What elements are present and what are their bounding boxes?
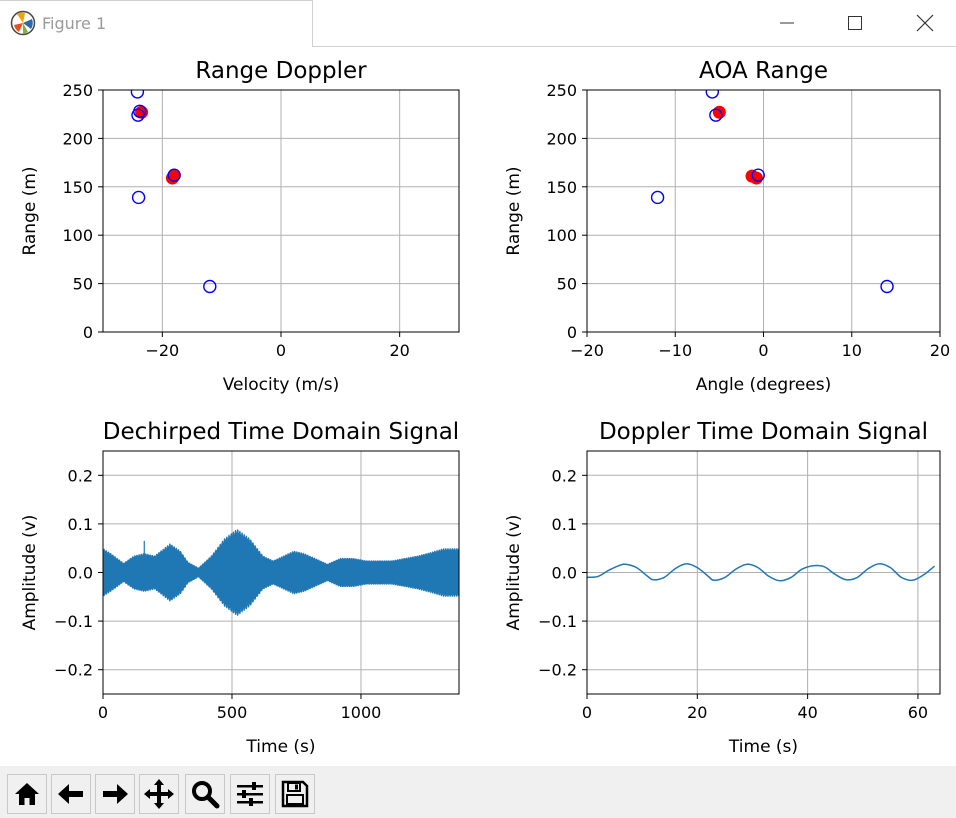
y-axis-label: Amplitude (v): [20, 515, 40, 631]
plot-area: [130, 90, 217, 294]
y-axis-label: Range (m): [20, 166, 40, 255]
y-tick-label: 250: [62, 81, 93, 100]
true-target-marker: [709, 108, 723, 122]
close-icon: [916, 14, 934, 32]
x-tick-label: 20: [930, 341, 950, 360]
window-titlebar: Figure 1: [0, 0, 956, 48]
plot-area: [650, 90, 894, 294]
subplot-title: Dechirped Time Domain Signal: [103, 419, 459, 445]
minimize-button[interactable]: [764, 0, 810, 46]
home-button[interactable]: [7, 774, 47, 814]
y-tick-label: 0.0: [68, 564, 93, 583]
y-tick-label: 200: [62, 129, 93, 148]
y-tick-label: 0: [567, 323, 577, 342]
back-icon: [58, 784, 83, 804]
x-tick-label: 0: [758, 341, 768, 360]
y-tick-label: 0.1: [68, 515, 93, 534]
true-target-marker: [130, 90, 145, 99]
x-tick-label: 10: [842, 341, 862, 360]
x-axis-label: Velocity (m/s): [223, 375, 340, 395]
subplot-1: [98, 89, 460, 337]
close-button[interactable]: [902, 0, 948, 46]
window-edge: [312, 46, 956, 47]
forward-icon: [103, 784, 128, 804]
x-tick-label: −20: [570, 341, 604, 360]
x-tick-label: 0: [98, 703, 108, 722]
y-tick-label: 0.0: [552, 564, 577, 583]
y-tick-label: 100: [546, 226, 577, 245]
save-button[interactable]: [275, 774, 315, 814]
x-tick-label: −10: [658, 341, 692, 360]
y-axis-label: Range (m): [504, 166, 524, 255]
subplot-2: [582, 89, 941, 337]
x-tick-label: −20: [145, 341, 179, 360]
y-tick-label: 250: [546, 81, 577, 100]
y-tick-label: 50: [557, 275, 577, 294]
x-tick-label: 20: [389, 341, 409, 360]
window-title: Figure 1: [42, 14, 107, 33]
y-axis-label: Amplitude (v): [504, 515, 524, 631]
x-tick-label: 60: [908, 703, 928, 722]
save-icon: [281, 780, 309, 808]
y-tick-label: 100: [62, 226, 93, 245]
zoom-button[interactable]: [185, 774, 225, 814]
y-tick-label: 0.1: [552, 515, 577, 534]
x-tick-label: 20: [687, 703, 707, 722]
true-target-marker: [131, 190, 146, 205]
subplot-4: [582, 450, 941, 699]
y-tick-label: −0.2: [54, 661, 93, 680]
maximize-icon: [848, 16, 862, 30]
y-tick-label: −0.1: [54, 612, 93, 631]
forward-button[interactable]: [95, 774, 135, 814]
y-tick-label: 200: [546, 129, 577, 148]
signal-line: [587, 563, 935, 582]
detected-target-marker: [712, 105, 726, 119]
minimize-icon: [780, 22, 794, 24]
pan-button[interactable]: [139, 774, 179, 814]
configure-icon: [237, 782, 263, 806]
true-target-marker: [133, 104, 147, 118]
x-tick-label: 1000: [341, 703, 382, 722]
signal-line: [103, 529, 459, 616]
y-tick-label: 0.2: [68, 466, 93, 485]
zoom-icon: [192, 781, 220, 809]
matplotlib-logo-icon: [10, 10, 36, 36]
maximize-button[interactable]: [832, 0, 878, 46]
window-edge: [0, 0, 312, 1]
true-target-marker: [880, 279, 894, 294]
subplot-title: Range Doppler: [195, 58, 367, 84]
figure-canvas[interactable]: −20 0 20 0 50 100 150 200 250 Range Doppler Veloci…: [0, 48, 956, 766]
pan-icon: [144, 779, 174, 809]
configure-subplots-button[interactable]: [230, 774, 270, 814]
subplot-title: AOA Range: [699, 58, 828, 84]
x-tick-label: 0: [582, 703, 592, 722]
home-icon: [15, 783, 39, 805]
x-axis-label: Time (s): [245, 737, 315, 757]
x-axis-label: Time (s): [728, 737, 798, 757]
plot-area: [103, 529, 459, 616]
y-tick-label: 0.2: [552, 466, 577, 485]
true-target-marker: [167, 168, 181, 182]
subplot-3: [98, 450, 460, 699]
back-button[interactable]: [51, 774, 91, 814]
true-target-marker: [650, 190, 665, 205]
window-edge: [312, 0, 313, 46]
x-axis-label: Angle (degrees): [696, 375, 831, 395]
y-tick-label: 150: [546, 178, 577, 197]
y-tick-label: 0: [83, 323, 93, 342]
y-tick-label: 50: [73, 275, 93, 294]
true-target-marker: [705, 90, 720, 99]
plot-area: [587, 563, 935, 582]
navigation-toolbar: [0, 766, 956, 818]
y-tick-label: −0.1: [538, 612, 577, 631]
subplot-title: Doppler Time Domain Signal: [599, 419, 928, 445]
y-tick-label: −0.2: [538, 661, 577, 680]
true-target-marker: [751, 168, 765, 182]
x-tick-label: 500: [217, 703, 248, 722]
true-target-marker: [203, 279, 217, 294]
x-tick-label: 40: [797, 703, 817, 722]
x-tick-label: 0: [276, 341, 286, 360]
y-tick-label: 150: [62, 178, 93, 197]
